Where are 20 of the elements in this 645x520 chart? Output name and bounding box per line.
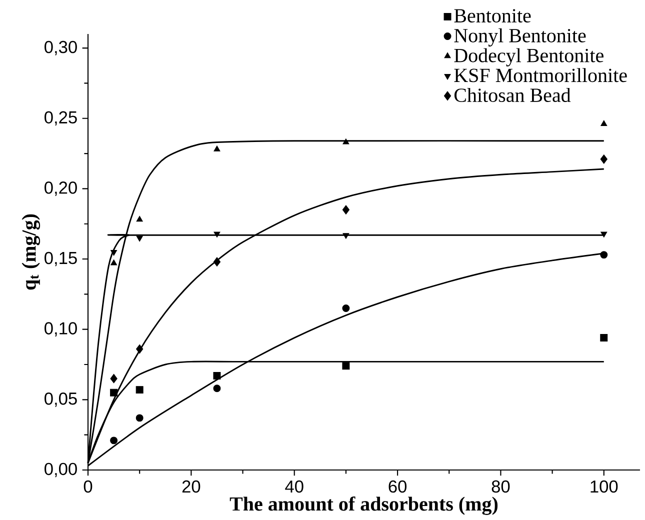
text: q$_{t}$ (mg/g) [22, 214, 40, 290]
x-axis-title: The amount of adsorbents (mg) [230, 496, 498, 515]
x-tick-label: 60 [388, 480, 407, 493]
y-tick-label: 0,20 [44, 182, 77, 196]
x-tick-label: 80 [492, 480, 510, 493]
x-tick-label: 40 [285, 480, 304, 493]
legend-label: Bentonite [454, 9, 531, 23]
y-tick-label: 0,15 [44, 252, 77, 266]
y-tick-label: 0,30 [44, 40, 77, 56]
x-tick-label: 0 [84, 480, 92, 493]
legend-label: Dodecyl Bentonite [454, 48, 604, 66]
y-tick-label: 0,05 [44, 392, 77, 407]
x-tick-label: 20 [182, 480, 200, 493]
x-tick-label: 100 [590, 480, 618, 493]
y-tick-label: 0,25 [44, 111, 77, 126]
legend-label: KSF Montmorillonite [454, 68, 627, 82]
legend-label: Nonyl Bentonite [454, 28, 586, 46]
y-tick-label: 0,10 [44, 322, 77, 336]
y-tick-label: 0,00 [44, 462, 77, 478]
legend-label: Chitosan Bead [454, 88, 571, 102]
